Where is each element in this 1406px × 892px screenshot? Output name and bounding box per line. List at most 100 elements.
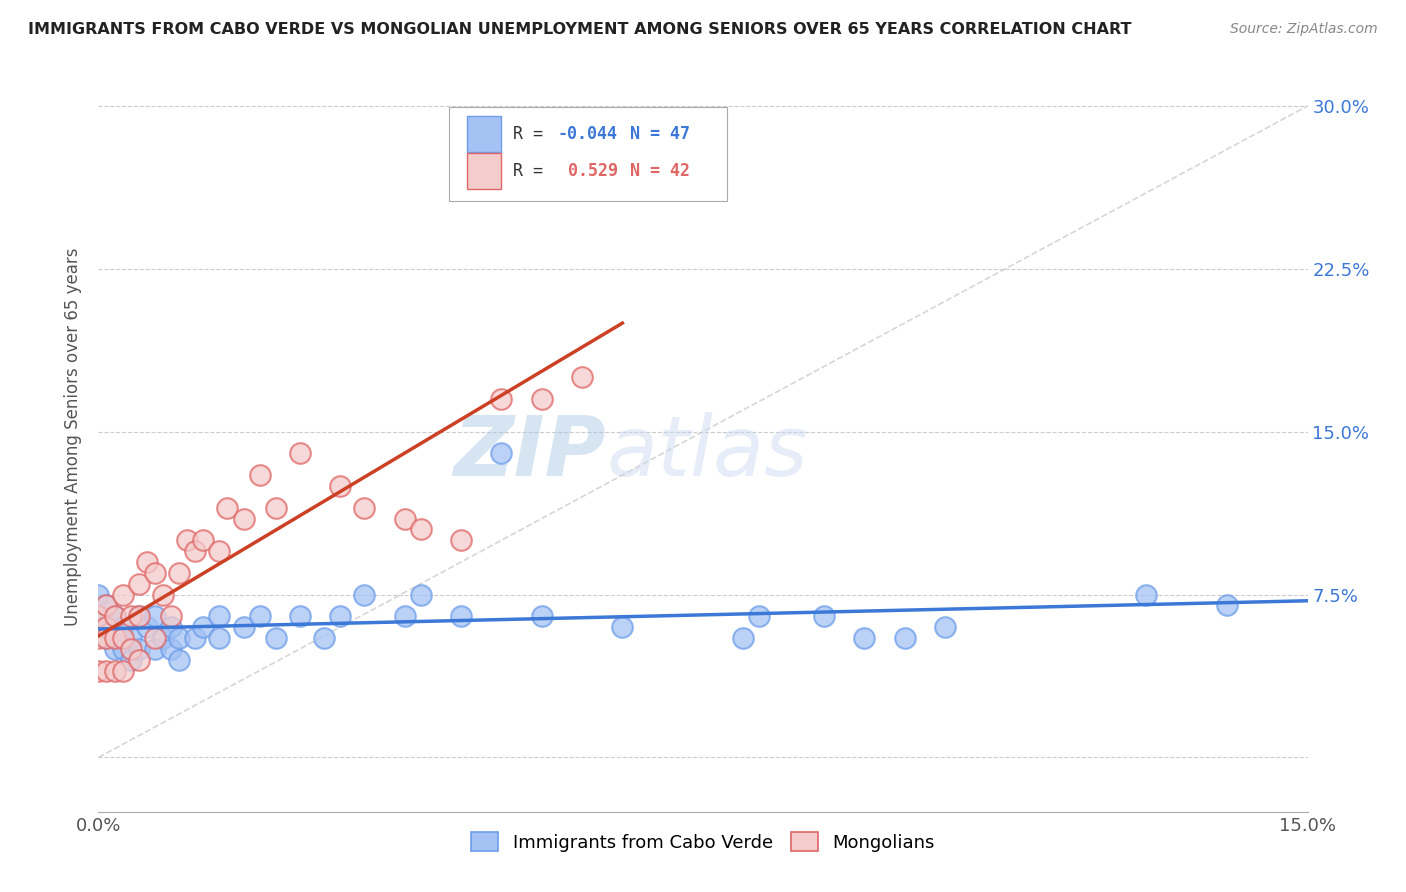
Point	[612, 164, 634, 178]
Text: IMMIGRANTS FROM CABO VERDE VS MONGOLIAN UNEMPLOYMENT AMONG SENIORS OVER 65 YEARS: IMMIGRANTS FROM CABO VERDE VS MONGOLIAN …	[28, 22, 1132, 37]
Point	[733, 631, 755, 645]
FancyBboxPatch shape	[467, 153, 501, 189]
Point	[135, 555, 157, 569]
Text: Source: ZipAtlas.com: Source: ZipAtlas.com	[1230, 22, 1378, 37]
Point	[208, 544, 231, 558]
Point	[893, 631, 915, 645]
Point	[450, 609, 472, 624]
FancyBboxPatch shape	[467, 116, 501, 152]
Point	[143, 609, 166, 624]
Point	[111, 620, 134, 634]
Point	[96, 599, 118, 613]
Point	[491, 392, 513, 406]
Point	[128, 653, 150, 667]
Point	[813, 609, 835, 624]
Point	[208, 609, 231, 624]
Point	[184, 544, 207, 558]
Point	[1135, 588, 1157, 602]
Point	[314, 631, 336, 645]
Y-axis label: Unemployment Among Seniors over 65 years: Unemployment Among Seniors over 65 years	[65, 248, 83, 626]
Point	[120, 641, 142, 656]
Text: N = 42: N = 42	[610, 162, 690, 180]
Point	[135, 620, 157, 634]
Point	[1216, 599, 1239, 613]
Point	[143, 631, 166, 645]
Point	[87, 609, 110, 624]
Point	[167, 566, 190, 580]
Text: -0.044: -0.044	[558, 125, 617, 143]
Point	[167, 631, 190, 645]
Point	[409, 588, 432, 602]
Point	[96, 631, 118, 645]
Point	[103, 641, 125, 656]
Point	[208, 631, 231, 645]
Point	[160, 620, 183, 634]
Point	[120, 631, 142, 645]
Point	[111, 664, 134, 678]
Point	[103, 609, 125, 624]
Point	[96, 599, 118, 613]
Point	[103, 631, 125, 645]
Point	[612, 620, 634, 634]
Point	[450, 533, 472, 548]
Point	[96, 664, 118, 678]
Point	[571, 370, 593, 384]
Point	[394, 609, 416, 624]
Point	[232, 511, 254, 525]
Text: 0.529: 0.529	[558, 162, 617, 180]
Point	[152, 588, 174, 602]
Point	[491, 446, 513, 460]
Point	[288, 609, 311, 624]
Point	[193, 533, 215, 548]
Point	[329, 479, 352, 493]
Point	[409, 522, 432, 536]
Point	[288, 446, 311, 460]
Point	[120, 653, 142, 667]
Legend: Immigrants from Cabo Verde, Mongolians: Immigrants from Cabo Verde, Mongolians	[464, 825, 942, 859]
Point	[176, 533, 198, 548]
Point	[167, 653, 190, 667]
Point	[160, 609, 183, 624]
Point	[217, 500, 239, 515]
Text: R =: R =	[513, 162, 553, 180]
Point	[264, 500, 287, 515]
Point	[128, 609, 150, 624]
Point	[111, 588, 134, 602]
Point	[934, 620, 956, 634]
Point	[103, 609, 125, 624]
Point	[103, 631, 125, 645]
Point	[96, 631, 118, 645]
FancyBboxPatch shape	[449, 107, 727, 201]
Point	[103, 664, 125, 678]
Text: ZIP: ZIP	[454, 411, 606, 492]
Point	[143, 641, 166, 656]
Point	[193, 620, 215, 634]
Point	[87, 609, 110, 624]
Point	[160, 641, 183, 656]
Point	[353, 500, 375, 515]
Point	[249, 609, 271, 624]
Point	[128, 576, 150, 591]
Point	[748, 609, 770, 624]
Point	[394, 511, 416, 525]
Text: R =: R =	[513, 125, 553, 143]
Point	[329, 609, 352, 624]
Point	[143, 566, 166, 580]
Point	[249, 468, 271, 483]
Point	[853, 631, 876, 645]
Point	[264, 631, 287, 645]
Point	[87, 664, 110, 678]
Point	[152, 631, 174, 645]
Point	[87, 631, 110, 645]
Point	[120, 609, 142, 624]
Point	[530, 609, 553, 624]
Text: N = 47: N = 47	[610, 125, 690, 143]
Point	[184, 631, 207, 645]
Point	[96, 620, 118, 634]
Text: atlas: atlas	[606, 411, 808, 492]
Point	[111, 631, 134, 645]
Point	[111, 641, 134, 656]
Point	[353, 588, 375, 602]
Point	[128, 641, 150, 656]
Point	[530, 392, 553, 406]
